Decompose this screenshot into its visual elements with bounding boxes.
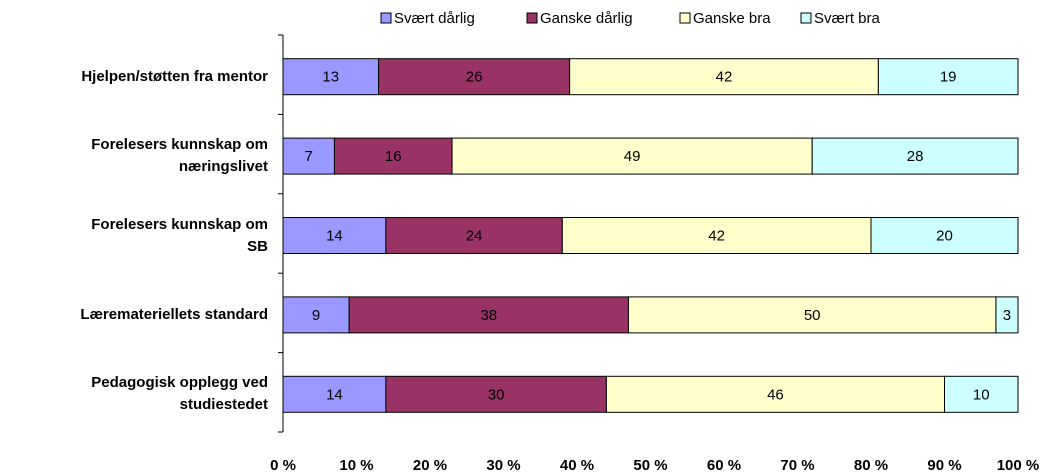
data-label: 16 [385, 148, 402, 165]
bar-segment [605, 375, 946, 413]
data-label: 24 [466, 227, 483, 244]
data-label: 14 [326, 227, 343, 244]
x-tick-label: 20 % [413, 457, 447, 474]
x-tick-label: 10 % [339, 457, 373, 474]
bar-segment [561, 217, 872, 254]
legend-label: Ganske dårlig [540, 10, 633, 27]
bar-segment [348, 296, 629, 334]
bar-segment [282, 58, 380, 96]
category-label: Forelesers kunnskap om SB [91, 215, 268, 255]
x-tick-label: 60 % [707, 457, 741, 474]
bar-segment [944, 375, 1019, 413]
x-tick-label: 0 % [270, 457, 296, 474]
bar-segment [569, 58, 879, 96]
legend-label: Svært bra [814, 10, 881, 27]
category-label: Forelesers kunnskap om næringslivet [91, 136, 268, 176]
legend-swatch [380, 12, 392, 24]
data-label: 26 [466, 69, 483, 86]
data-label: 19 [940, 69, 957, 86]
x-tick-label: 100 % [997, 457, 1040, 474]
bar-segment [877, 58, 1019, 96]
bar-segment [811, 137, 1019, 175]
data-label: 46 [767, 386, 784, 403]
x-tick-label: 70 % [780, 457, 814, 474]
data-label: 14 [326, 386, 343, 403]
bar-segment [385, 375, 607, 413]
legend-label: Svært dårlig [394, 10, 475, 27]
x-tick-label: 50 % [633, 457, 667, 474]
data-label: 20 [936, 227, 953, 244]
legend-label: Ganske bra [693, 10, 771, 27]
bar-segment [282, 375, 387, 413]
x-tick-label: 80 % [854, 457, 888, 474]
category-label: Pedagogisk opplegg ved studiestedet [91, 374, 268, 414]
data-label: 7 [305, 148, 313, 165]
legend-swatch [800, 12, 812, 24]
bar-segment [995, 296, 1019, 334]
data-label: 38 [480, 307, 497, 324]
x-tick-label: 90 % [927, 457, 961, 474]
bar-segment [282, 137, 335, 175]
x-tick-label: 40 % [560, 457, 594, 474]
data-label: 50 [804, 307, 821, 324]
data-label: 13 [322, 69, 339, 86]
bar-segment [870, 217, 1019, 254]
legend-swatch [679, 12, 691, 24]
data-label: 3 [1003, 307, 1011, 324]
data-label: 9 [312, 307, 320, 324]
category-label: Hjelpen/støtten fra mentor [81, 67, 268, 85]
data-label: 42 [708, 227, 725, 244]
data-label: 42 [716, 69, 733, 86]
data-label: 10 [973, 386, 990, 403]
data-label: 28 [907, 148, 924, 165]
data-label: 30 [488, 386, 505, 403]
legend-swatch [526, 12, 538, 24]
category-label: Læremateriellets standard [80, 305, 268, 323]
bar-segment [282, 296, 350, 334]
data-label: 49 [624, 148, 641, 165]
bar-segment [378, 58, 571, 96]
bar-segment [333, 137, 453, 175]
x-tick-label: 30 % [486, 457, 520, 474]
